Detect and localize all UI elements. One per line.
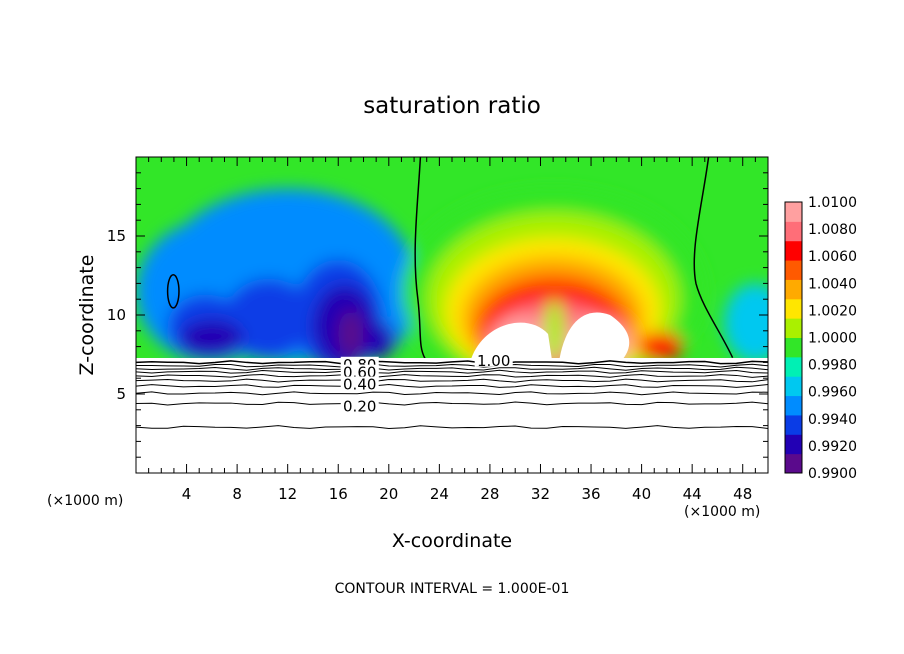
- contour-line-2: [136, 366, 768, 371]
- colorbar-swatch-0: [785, 453, 802, 474]
- x-tick-label-36: 36: [581, 485, 600, 503]
- saturated-region-left: [471, 322, 552, 358]
- x-tick-label-16: 16: [329, 485, 348, 503]
- x-tick-label-12: 12: [278, 485, 297, 503]
- x-tick-label-40: 40: [632, 485, 651, 503]
- colorbar-swatch-9: [785, 279, 802, 300]
- contour-line-8: [136, 401, 768, 406]
- x-tick-label-20: 20: [379, 485, 398, 503]
- x-axis-label: X-coordinate: [392, 530, 512, 552]
- contour-label-4: 0.20: [343, 398, 376, 416]
- field-region-7: [180, 319, 244, 358]
- y-tick-label-5: 5: [116, 385, 126, 403]
- field-region-5: [224, 278, 313, 358]
- colorbar-swatch-1: [785, 434, 802, 455]
- contour-line-1.00-right: [693, 157, 734, 358]
- y-axis-label: Z-coordinate: [76, 255, 98, 376]
- contour-line-1: [136, 363, 768, 368]
- contour-line-5: [136, 378, 768, 383]
- colorbar-swatch-13: [785, 202, 802, 222]
- contour-label-0: 1.00: [477, 352, 510, 370]
- colorbar-swatch-11: [785, 240, 802, 261]
- colorbar-label-3: 0.9960: [808, 385, 857, 401]
- colorbar-swatch-7: [785, 318, 802, 338]
- x-tick-label-4: 4: [182, 485, 192, 503]
- field-region-20: [637, 332, 684, 358]
- colorbar-swatch-4: [785, 376, 802, 397]
- colorbar-swatch-5: [785, 356, 802, 377]
- x-tick-label-32: 32: [531, 485, 550, 503]
- field-region-22: [723, 283, 768, 358]
- x-tick-label-44: 44: [683, 485, 702, 503]
- colorbar-label-4: 0.9980: [808, 358, 857, 374]
- contour-label-bg-0: [474, 352, 513, 367]
- plot-area: [136, 157, 768, 473]
- colorbar-label-10: 1.0100: [808, 195, 857, 211]
- colorbar-label-9: 1.0080: [808, 222, 857, 238]
- contour-line-1.00-left: [414, 157, 426, 358]
- colorbar-swatch-12: [785, 221, 802, 242]
- contour-label-bg-4: [340, 398, 379, 413]
- colorbar-label-6: 1.0020: [808, 303, 857, 319]
- colorbar-swatch-2: [785, 414, 802, 435]
- colorbar-label-1: 0.9920: [808, 439, 857, 455]
- x-tick-label-28: 28: [480, 485, 499, 503]
- contour-line-9: [136, 425, 768, 430]
- colorbar-label-7: 1.0040: [808, 276, 857, 292]
- colorbar-swatch-10: [785, 260, 802, 280]
- x-tick-label-24: 24: [430, 485, 449, 503]
- x-tick-label-48: 48: [733, 485, 752, 503]
- contour-line-7: [136, 391, 768, 396]
- field-region-9: [357, 321, 396, 358]
- y-tick-label-15: 15: [107, 227, 126, 245]
- contour-label-3: 0.40: [343, 376, 376, 394]
- colorbar-frame: [784, 201, 803, 474]
- y-tick-label-10: 10: [107, 306, 126, 324]
- colorbar: 0.9900 0.9920 0.9940 0.9960 0.9980 1.0000 1.00…: [784, 195, 857, 482]
- x-unit-right: (×1000 m): [684, 504, 760, 520]
- chart-title: saturation ratio: [363, 93, 541, 119]
- contour-loop-1.00: [166, 273, 180, 309]
- contour-interval-note: CONTOUR INTERVAL = 1.000E-01: [335, 581, 570, 597]
- contour-line-0: [136, 360, 768, 365]
- contour-line-4: [136, 373, 768, 378]
- colorbar-label-8: 1.0060: [808, 249, 857, 265]
- x-tick-label-8: 8: [232, 485, 242, 503]
- colorbar-label-0: 0.9900: [808, 466, 857, 482]
- x-unit-left: (×1000 m): [47, 493, 123, 509]
- contour-label-bg-3: [340, 376, 379, 391]
- colorbar-label-5: 1.0000: [808, 331, 857, 347]
- colorbar-swatch-8: [785, 298, 802, 319]
- contour-line-6: [136, 384, 768, 388]
- colorbar-label-2: 0.9940: [808, 412, 857, 428]
- colorbar-swatch-3: [785, 395, 802, 416]
- contour-label-bg-2: [340, 364, 379, 379]
- contour-line-3: [136, 369, 768, 374]
- saturated-region-right: [559, 312, 630, 358]
- field-region-10: [338, 310, 364, 358]
- colorbar-swatch-6: [785, 337, 802, 358]
